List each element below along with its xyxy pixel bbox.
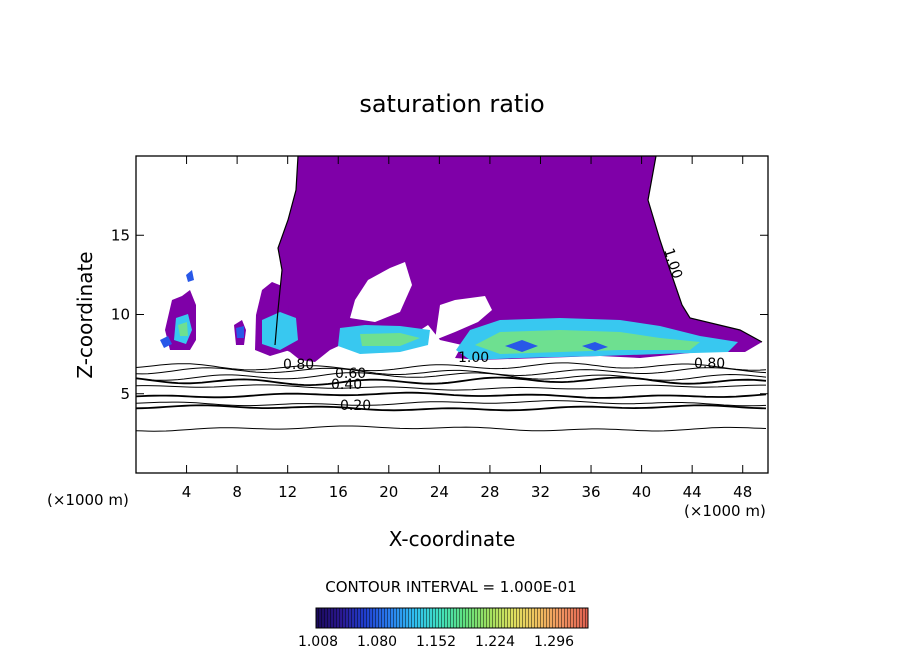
x-tick-label: 36 bbox=[581, 483, 600, 501]
colorbar-tick-label: 1.224 bbox=[475, 634, 515, 650]
contour-label: 0.40 bbox=[331, 377, 362, 393]
contour-label: 0.80 bbox=[283, 357, 314, 373]
contour-line bbox=[136, 362, 767, 372]
contour-line bbox=[136, 367, 767, 377]
x-tick-label: 12 bbox=[278, 483, 297, 501]
tower2-cyan bbox=[262, 312, 298, 350]
left-tower-green bbox=[178, 322, 188, 336]
colorbar-tick-label: 1.008 bbox=[298, 634, 338, 650]
mid-band-green bbox=[360, 333, 420, 346]
x-tick-label: 48 bbox=[733, 483, 752, 501]
contour-line bbox=[136, 384, 766, 391]
x-tick-label: 32 bbox=[531, 483, 550, 501]
contour-line bbox=[136, 404, 767, 412]
x-unit-label-left: (×1000 m) bbox=[47, 491, 129, 509]
contour-line bbox=[136, 376, 767, 387]
y-tick-label: 5 bbox=[120, 385, 130, 403]
x-axis-ticks: 4 8 12 16 20 24 28 32 36 40 44 48 bbox=[182, 156, 752, 501]
x-tick-label: 20 bbox=[379, 483, 398, 501]
colorbar-tick-label: 1.152 bbox=[416, 634, 456, 650]
x-unit-label-right: (×1000 m) bbox=[684, 502, 766, 520]
chart-title: saturation ratio bbox=[359, 90, 544, 118]
anvil-blue bbox=[505, 340, 608, 352]
clear-pocket bbox=[435, 296, 492, 340]
contour-line-1.00 bbox=[274, 156, 763, 346]
y-axis-label: Z-coordinate bbox=[73, 251, 97, 378]
clear-pocket bbox=[350, 262, 412, 322]
x-axis-label: X-coordinate bbox=[389, 527, 516, 551]
contour-label: 0.80 bbox=[694, 356, 725, 372]
colorbar-tick-label: 1.296 bbox=[534, 634, 574, 650]
contour-label: 0.20 bbox=[340, 398, 371, 414]
contour-line bbox=[136, 391, 767, 399]
x-tick-label: 8 bbox=[232, 483, 242, 501]
contour-interval-text: CONTOUR INTERVAL = 1.000E-01 bbox=[325, 578, 576, 596]
contour-line bbox=[136, 372, 767, 381]
y-axis-ticks: 5 10 15 bbox=[111, 226, 768, 403]
colorbar-tick-label: 1.080 bbox=[357, 634, 397, 650]
x-tick-label: 28 bbox=[480, 483, 499, 501]
small-patch bbox=[160, 270, 244, 348]
x-tick-label: 16 bbox=[329, 483, 348, 501]
colorbar-tick-labels: 1.008 1.080 1.152 1.224 1.296 bbox=[298, 634, 574, 650]
contour-line bbox=[136, 425, 767, 432]
y-tick-label: 10 bbox=[111, 306, 130, 324]
contour-label: 1.00 bbox=[458, 350, 489, 366]
contour-label: 0.60 bbox=[335, 366, 366, 382]
x-tick-label: 40 bbox=[632, 483, 651, 501]
contour-lines bbox=[136, 362, 767, 432]
contour-line bbox=[136, 400, 767, 407]
y-tick-label: 15 bbox=[111, 226, 130, 244]
x-tick-label: 24 bbox=[430, 483, 449, 501]
x-tick-label: 44 bbox=[683, 483, 702, 501]
x-tick-label: 4 bbox=[182, 483, 192, 501]
filled-regions bbox=[160, 156, 762, 362]
colorbar-stripes bbox=[316, 608, 588, 628]
